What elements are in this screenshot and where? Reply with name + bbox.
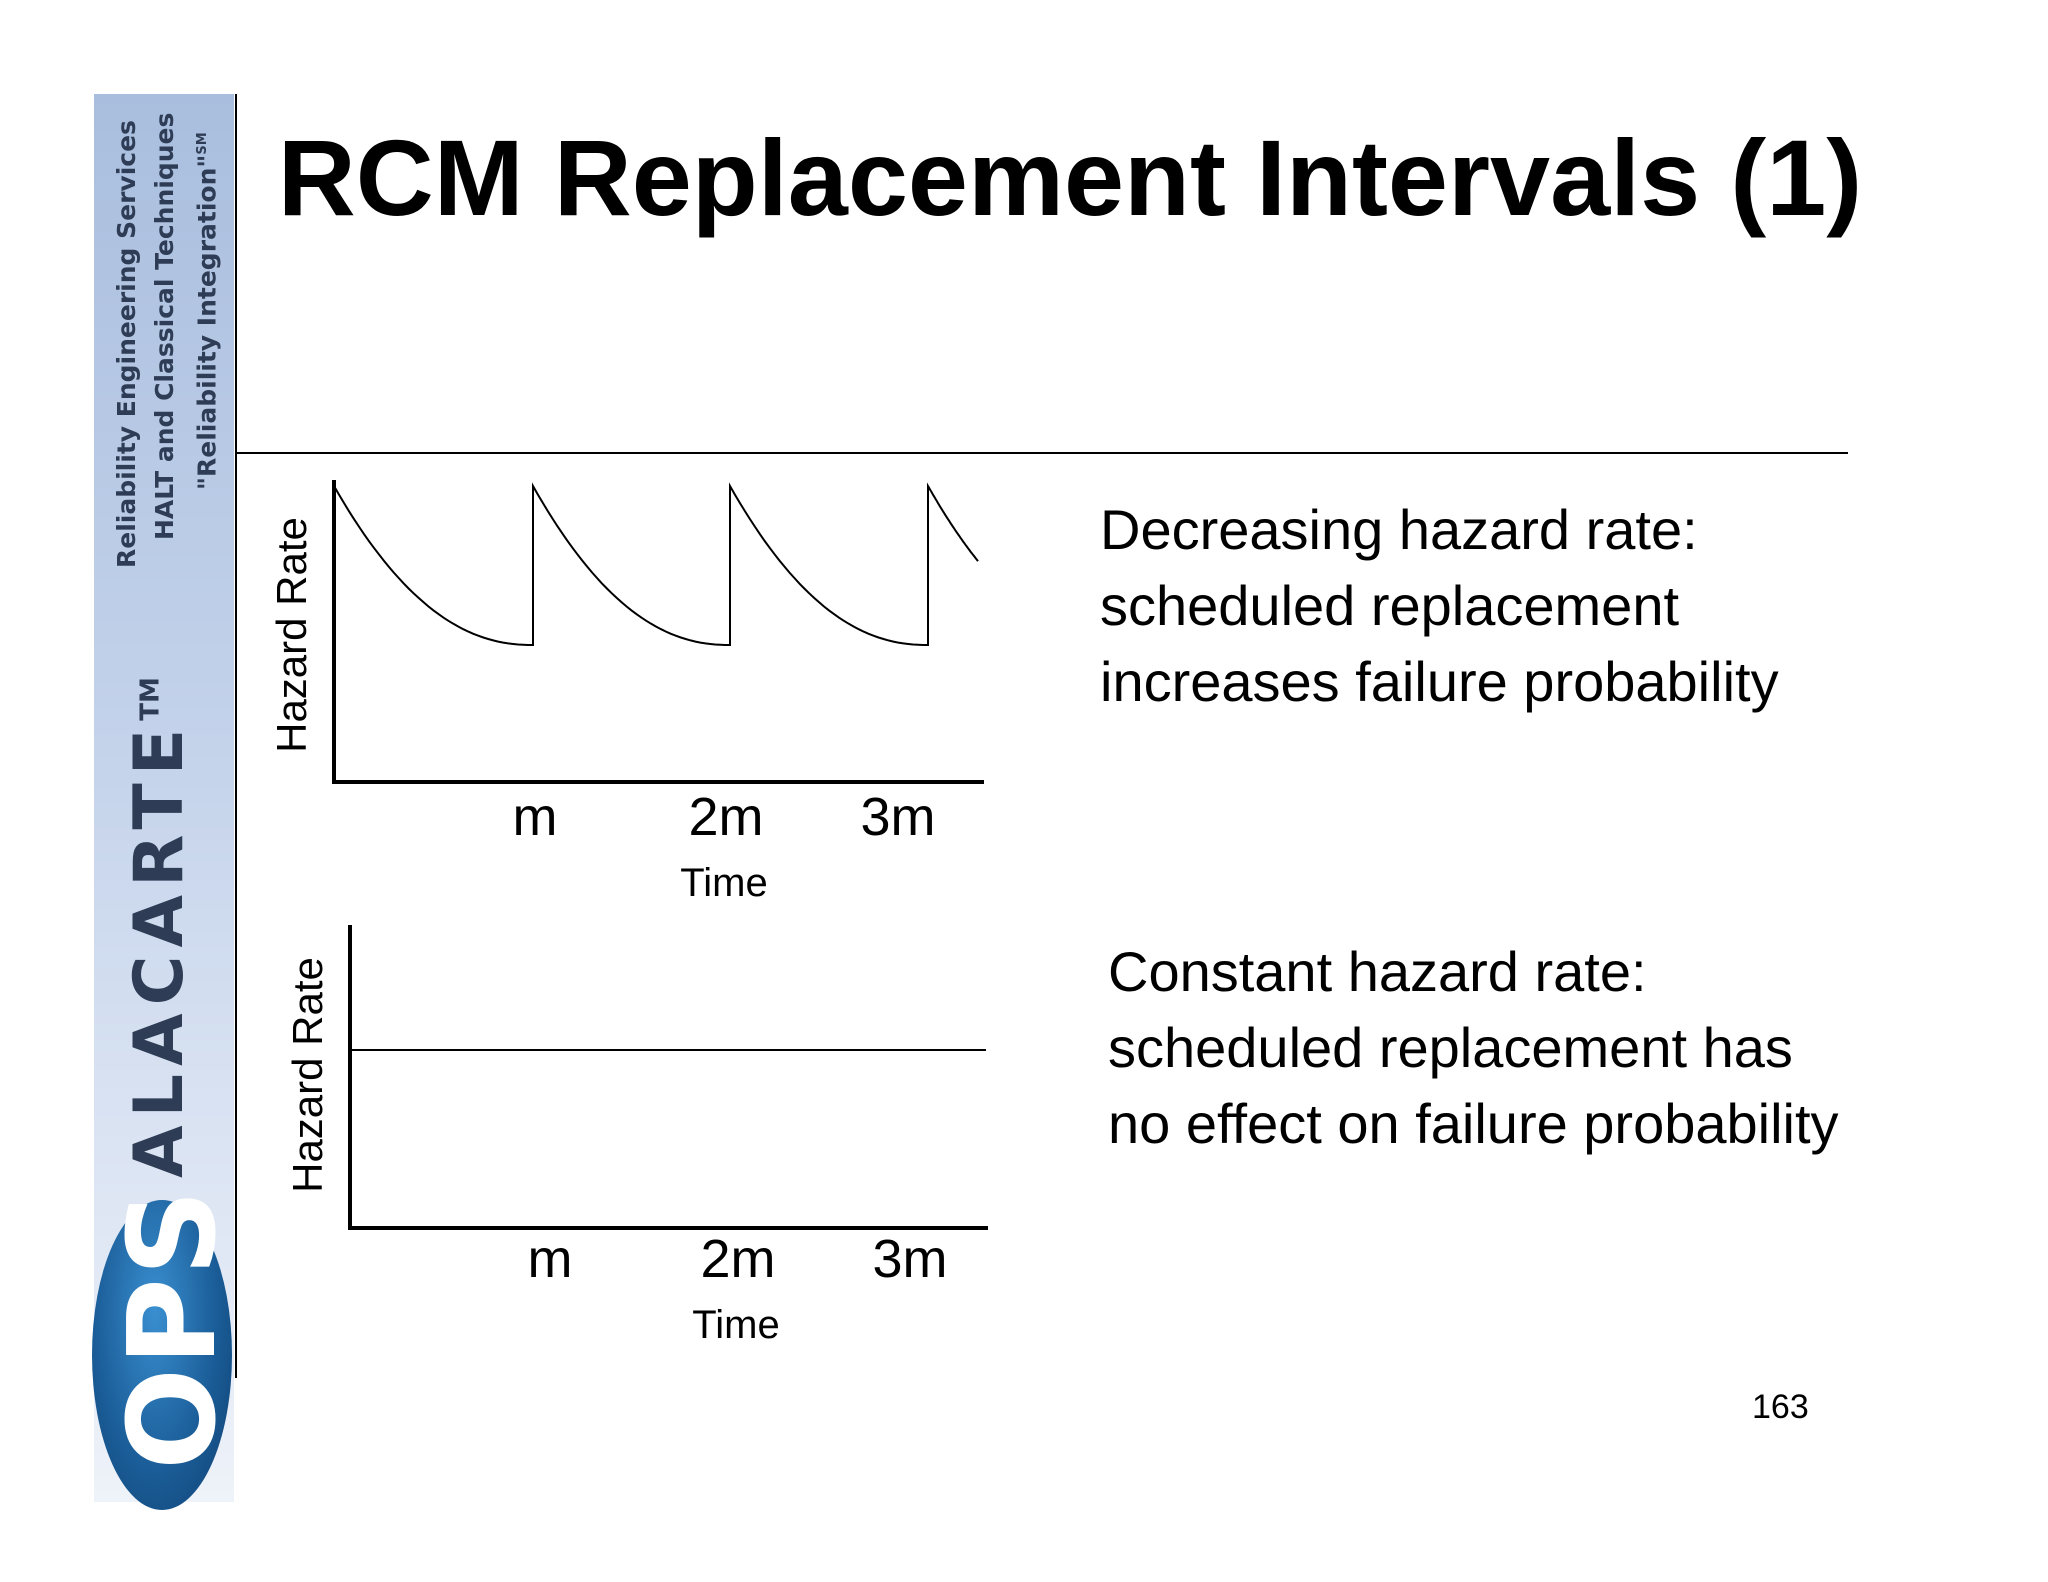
sidebar-divider: [235, 94, 237, 1378]
x-axis-label: Time: [692, 1303, 779, 1347]
x-tick-2m: 2m: [700, 1229, 775, 1289]
service-mark: SM: [195, 132, 210, 155]
ops-logo-oval: [92, 1200, 232, 1510]
title-divider: [236, 452, 1848, 454]
sidebar-line-2: HALT and Classical Techniques: [150, 112, 179, 540]
x-tick-2m: 2m: [688, 787, 763, 847]
sidebar-line-3: "Reliability Integration"SM: [192, 132, 222, 490]
y-axis-label: Hazard Rate: [284, 957, 331, 1193]
x-tick-3m: 3m: [872, 1229, 947, 1289]
description-constant: Constant hazard rate: scheduled replacem…: [1108, 940, 1839, 1155]
x-tick-m: m: [528, 1229, 573, 1289]
description-decreasing: Decreasing hazard rate: scheduled replac…: [1100, 498, 1779, 713]
slide-title: RCM Replacement Intervals (1): [277, 117, 1863, 238]
sidebar-line-1: Reliability Engineering Services: [112, 120, 141, 568]
trademark: TM: [135, 677, 166, 721]
x-tick-m: m: [513, 787, 558, 847]
x-axis-label: Time: [680, 861, 767, 905]
chart-decreasing-hazard: Hazard Rate m 2m 3m Time: [268, 480, 984, 905]
y-axis-label: Hazard Rate: [268, 517, 315, 753]
hazard-curve-decreasing: [333, 482, 979, 646]
brand-wordmark: ALACARTETM: [120, 677, 199, 1178]
chart-constant-hazard: Hazard Rate m 2m 3m Time: [284, 925, 988, 1347]
x-tick-3m: 3m: [860, 787, 935, 847]
page-number: 163: [1752, 1388, 1809, 1426]
ops-logo-text: OPS: [104, 1187, 243, 1470]
